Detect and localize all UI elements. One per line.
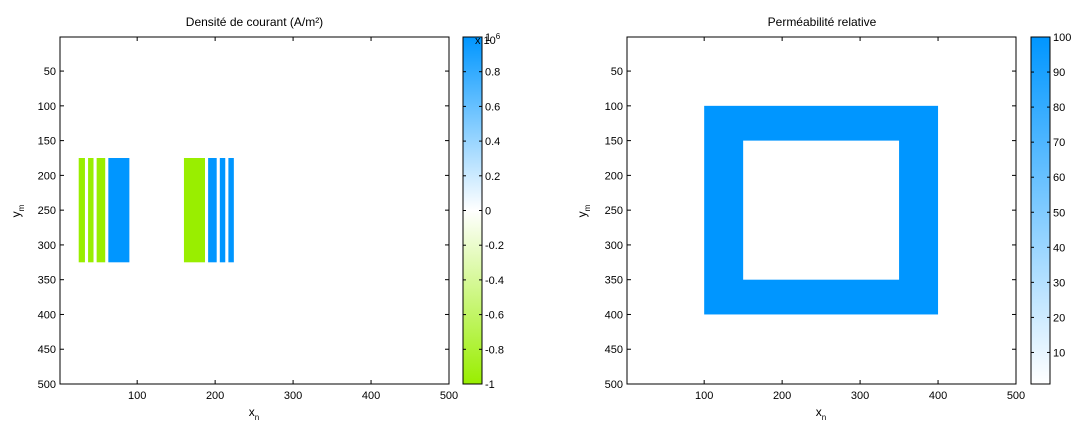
colorbar-tick-label: 90: [1053, 67, 1065, 79]
colorbar-tick-label: 30: [1053, 277, 1065, 289]
colorbar-tick-label: 20: [1053, 312, 1065, 324]
permeability-regions: [704, 105, 939, 315]
y-tick-label: 350: [605, 275, 623, 287]
x-tick-label: 400: [362, 390, 380, 402]
y-tick-label: 300: [38, 240, 56, 252]
region-cell: [96, 157, 106, 263]
y-axis-label: ym: [575, 204, 592, 217]
colorbar-tick-label: 10: [1053, 347, 1065, 359]
plot-area: 100 200 300 400 500 50 100 150 200 250 300 350 400 4…: [38, 36, 458, 402]
colorbar-tick-label: 100: [1053, 32, 1071, 44]
colorbar-tick-label: 40: [1053, 242, 1065, 254]
y-tick-label: 100: [605, 101, 623, 113]
colorbar-tick-label: 80: [1053, 102, 1065, 114]
x-tick-label: 100: [695, 390, 713, 402]
y-tick-label: 250: [38, 205, 56, 217]
y-tick-label: 450: [38, 344, 56, 356]
region-cell: [219, 157, 226, 263]
y-axis-ticks: 50 100 150 200 250 300 350 400 450 500: [38, 66, 449, 391]
y-tick-label: 400: [605, 309, 623, 321]
region-cell: [228, 157, 234, 263]
x-tick-label: 200: [206, 390, 224, 402]
colorbar-tick-label: 0.4: [485, 136, 500, 148]
y-tick-label: 150: [38, 136, 56, 148]
region-cell: [208, 157, 217, 263]
y-tick-label: 450: [605, 344, 623, 356]
density-regions: [78, 157, 234, 263]
y-tick-label: 500: [38, 379, 56, 391]
x-tick-label: 200: [773, 390, 791, 402]
y-tick-label: 300: [605, 240, 623, 252]
y-tick-label: 50: [44, 66, 56, 78]
x-tick-label: 500: [1007, 390, 1025, 402]
x-tick-label: 500: [440, 390, 458, 402]
colorbar-tick-label: 70: [1053, 137, 1065, 149]
chart-title: Densité de courant (A/m²): [186, 15, 323, 29]
x-tick-label: 300: [851, 390, 869, 402]
y-tick-label: 50: [611, 66, 623, 78]
colorbar-tick-label: -1: [485, 379, 495, 391]
y-tick-label: 200: [605, 170, 623, 182]
colorbar-tick-label: 0: [485, 206, 491, 218]
colorbar-tick-label: -0.2: [485, 240, 504, 252]
y-tick-label: 250: [605, 205, 623, 217]
colorbar-tick-label: 0.6: [485, 101, 500, 113]
region-cell: [743, 140, 900, 280]
colorbar-tick-label: -0.8: [485, 344, 504, 356]
colorbar-tick-label: 1: [485, 32, 491, 44]
colorbar-gradient: [1030, 36, 1051, 385]
colorbar-tick-label: 0.2: [485, 171, 500, 183]
colorbar-tick-label: 60: [1053, 172, 1065, 184]
colorbar-tick-label: 0.8: [485, 67, 500, 79]
y-axis-ticks: 50 100 150 200 250 300 350 400 450 500: [605, 66, 1016, 391]
current-density-panel: Densité de courant (A/m²) 100 200 300 400 50…: [9, 15, 504, 421]
relative-permeability-panel: Perméabilité relative 100 200 300 400 500 50…: [575, 15, 1071, 421]
x-tick-label: 100: [128, 390, 146, 402]
x-tick-label: 300: [284, 390, 302, 402]
x-tick-label: 400: [929, 390, 947, 402]
y-tick-label: 100: [38, 101, 56, 113]
colorbar-exponent: x 106: [475, 32, 501, 47]
colorbar-ticks: -1 -0.8 -0.6 -0.4 -0.2 0 0.2 0.4 0.6 0.8 1: [463, 32, 504, 391]
region-cell: [108, 157, 130, 263]
y-tick-label: 500: [605, 379, 623, 391]
region-cell: [78, 157, 85, 263]
x-axis-label: xn: [249, 405, 259, 421]
chart-title: Perméabilité relative: [768, 15, 877, 29]
x-axis-label: xn: [816, 405, 826, 421]
y-tick-label: 350: [38, 275, 56, 287]
colorbar-ticks: 10 20 30 40 50 60 70 80 90 100: [1031, 32, 1071, 359]
plot-area: 100 200 300 400 500 50 100 150 200 250 300 350 400 4…: [605, 36, 1025, 402]
region-cell: [183, 157, 205, 263]
y-axis-label: ym: [9, 204, 26, 217]
region-cell: [88, 157, 94, 263]
y-tick-label: 400: [38, 309, 56, 321]
y-tick-label: 150: [605, 136, 623, 148]
x-axis-ticks: 100 200 300 400 500: [128, 37, 458, 402]
colorbar: 10 20 30 40 50 60 70 80 90 100: [1030, 32, 1071, 385]
x-axis-ticks: 100 200 300 400 500: [695, 37, 1025, 402]
colorbar-tick-label: -0.4: [485, 275, 504, 287]
colorbar-tick-label: -0.6: [485, 310, 504, 322]
y-tick-label: 200: [38, 170, 56, 182]
colorbar-tick-label: 50: [1053, 207, 1065, 219]
colorbar: -1 -0.8 -0.6 -0.4 -0.2 0 0.2 0.4 0.6 0.8 1 x 106: [462, 32, 504, 391]
